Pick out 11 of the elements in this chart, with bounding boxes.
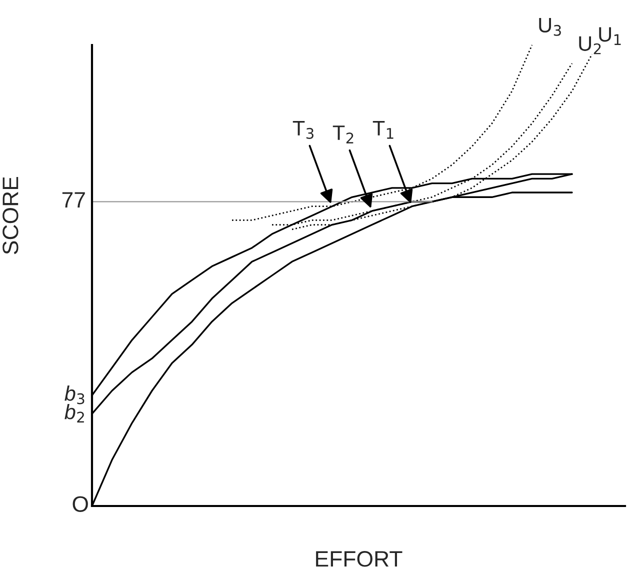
series-label: U$_{3}$: [539, 18, 561, 36]
text: O: [72, 496, 88, 512]
text: 77: [62, 192, 85, 208]
series-label: b$_{2}$: [64, 404, 84, 422]
annotation: T$_{2}$: [332, 126, 354, 144]
annotation: T$_{3}$: [292, 120, 314, 139]
series-label: b$_{3}$: [64, 386, 84, 404]
series-label: U$_{1}$: [599, 27, 621, 45]
x-axis-title: EFFORT: [316, 551, 402, 567]
y-axis-title: SCORE: [2, 177, 18, 254]
annotation: T$_{1}$: [372, 120, 394, 139]
